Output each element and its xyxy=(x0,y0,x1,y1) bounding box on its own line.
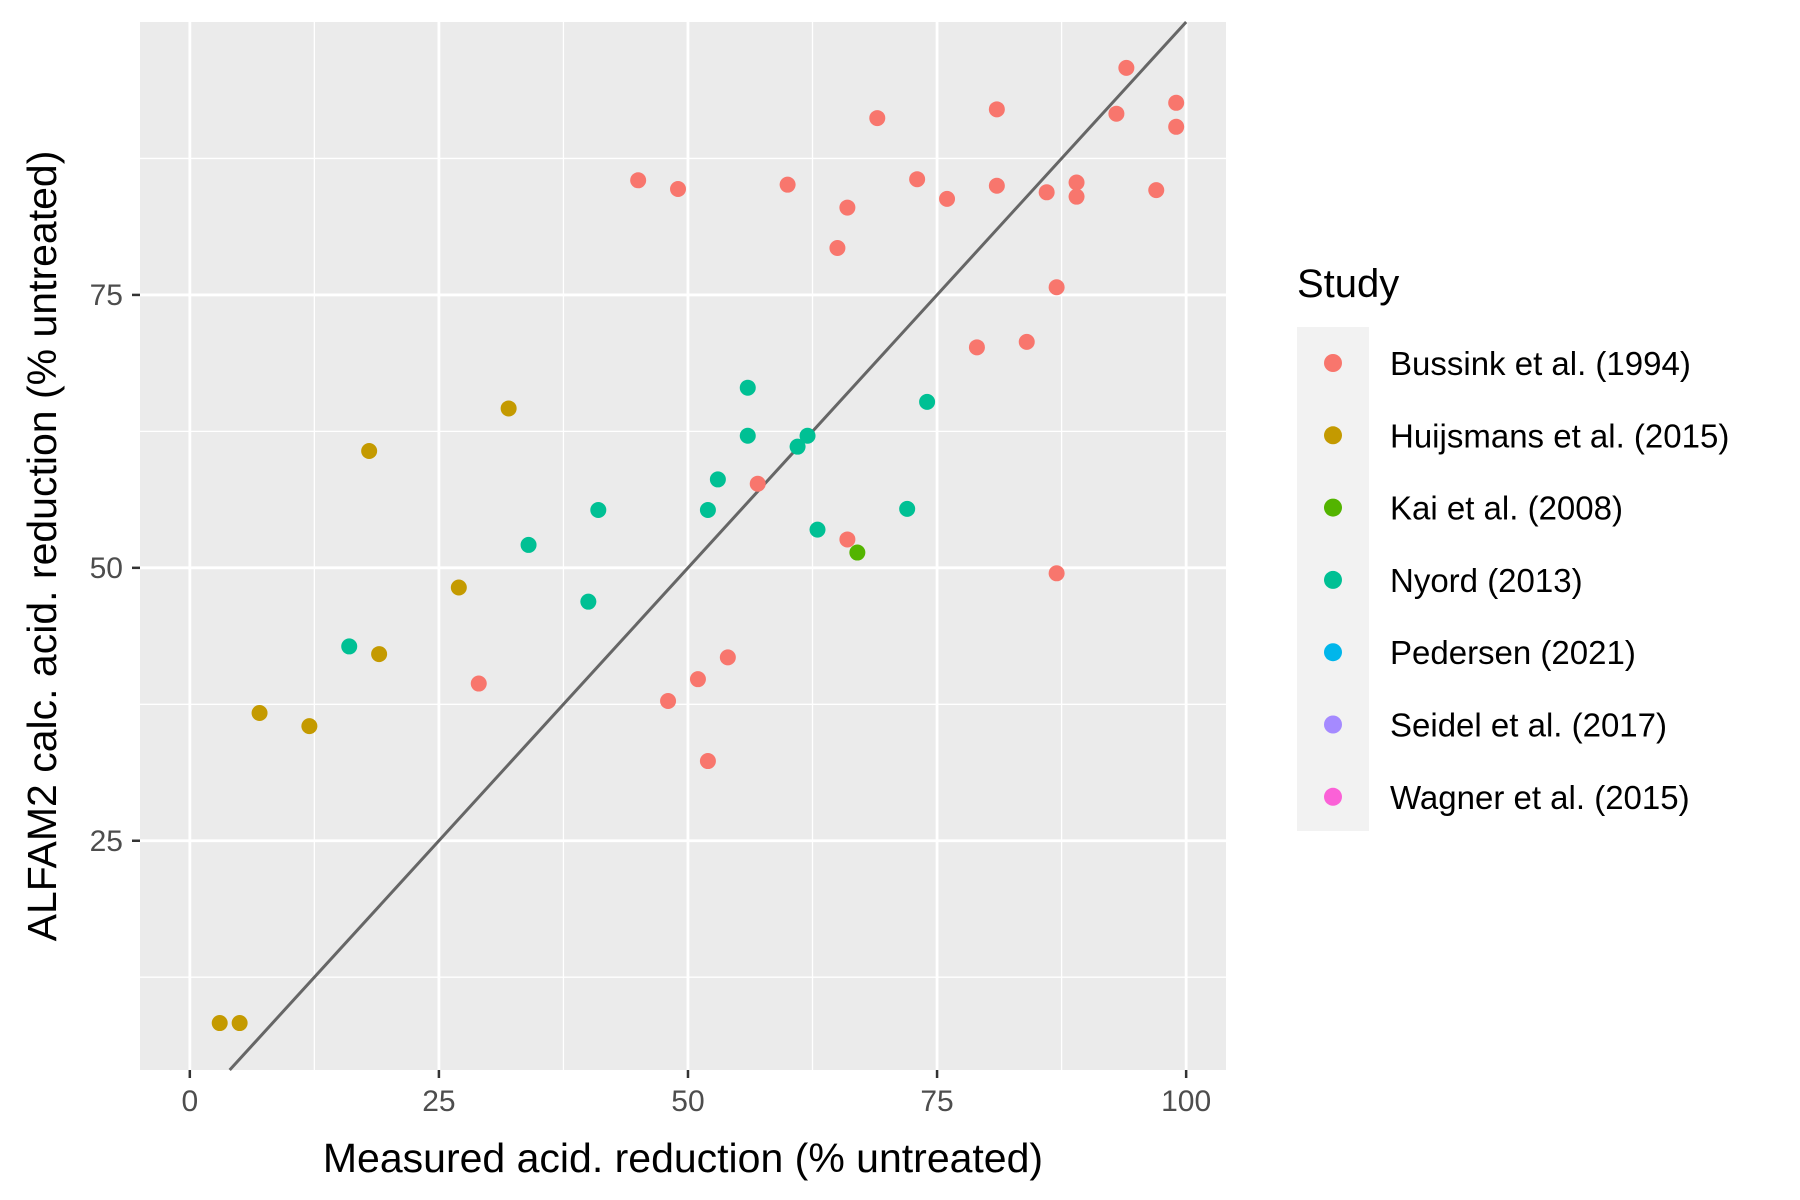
legend-label: Seidel et al. (2017) xyxy=(1390,707,1667,744)
legend-key xyxy=(1324,787,1342,806)
data-point xyxy=(709,471,726,488)
legend-item: Pedersen (2021) xyxy=(1324,634,1636,671)
reference-line xyxy=(228,20,1188,1072)
data-point xyxy=(1068,174,1085,191)
data-point xyxy=(699,753,716,770)
x-tick-label: 50 xyxy=(671,1085,704,1118)
axis-ticks xyxy=(132,293,1188,1078)
data-point xyxy=(809,521,826,538)
data-point xyxy=(341,638,358,655)
legend-item: Huijsmans et al. (2015) xyxy=(1324,417,1729,454)
data-point xyxy=(789,438,806,455)
data-point xyxy=(988,101,1005,118)
legend-key xyxy=(1324,643,1342,662)
data-point xyxy=(779,176,796,193)
data-point xyxy=(689,671,706,688)
data-point xyxy=(301,718,318,735)
data-point xyxy=(251,705,268,722)
legend-item: Nyord (2013) xyxy=(1324,562,1583,599)
data-point xyxy=(470,675,487,692)
data-point xyxy=(1018,333,1035,350)
data-point xyxy=(500,400,517,417)
data-point xyxy=(909,171,926,188)
legend-label: Nyord (2013) xyxy=(1390,562,1583,599)
data-point xyxy=(799,427,816,444)
data-point xyxy=(231,1015,248,1032)
y-axis-title: ALFAM2 calc. acid. reduction (% untreate… xyxy=(19,151,65,942)
data-point xyxy=(1048,565,1065,582)
legend-key xyxy=(1324,715,1342,734)
reference-line-layer xyxy=(228,20,1188,1072)
data-point xyxy=(829,239,846,256)
data-point xyxy=(211,1015,228,1032)
legend-label: Bussink et al. (1994) xyxy=(1390,345,1691,382)
data-point xyxy=(590,501,607,518)
data-point xyxy=(899,500,916,517)
data-point xyxy=(839,199,856,216)
plot-panel xyxy=(140,22,1226,1070)
data-point xyxy=(1038,184,1055,201)
data-point xyxy=(849,544,866,561)
data-point xyxy=(839,531,856,548)
data-point xyxy=(719,649,736,666)
data-point xyxy=(361,443,378,460)
data-point xyxy=(630,172,647,189)
data-point xyxy=(580,593,597,610)
data-point xyxy=(1108,105,1125,122)
data-point xyxy=(670,181,687,198)
legend-label: Pedersen (2021) xyxy=(1390,634,1636,671)
legend-item: Wagner et al. (2015) xyxy=(1324,779,1690,816)
data-point xyxy=(739,427,756,444)
data-point xyxy=(869,110,886,127)
minor-gridlines xyxy=(140,22,1226,1070)
legend-items: Bussink et al. (1994) Huijsmans et al. (2… xyxy=(1324,345,1729,816)
legend-key xyxy=(1324,426,1342,445)
x-tick-label: 25 xyxy=(422,1085,455,1118)
legend-key xyxy=(1324,354,1342,372)
data-points xyxy=(211,59,1185,1032)
data-point xyxy=(1168,94,1185,111)
data-point xyxy=(371,646,388,663)
data-point xyxy=(739,379,756,396)
data-point xyxy=(749,475,766,492)
data-point xyxy=(988,177,1005,194)
legend-key xyxy=(1324,570,1342,589)
legend-item: Seidel et al. (2017) xyxy=(1324,707,1667,744)
data-point xyxy=(1068,188,1085,205)
legend-item: Bussink et al. (1994) xyxy=(1324,345,1691,382)
axis-tick-labels: 0 25 50 75 100 25 50 75 xyxy=(90,279,1212,1118)
major-gridlines xyxy=(140,22,1226,1070)
x-tick-label: 75 xyxy=(920,1085,953,1118)
legend-title: Study xyxy=(1297,262,1399,306)
x-tick-label: 0 xyxy=(181,1085,198,1118)
y-tick-label: 50 xyxy=(90,552,123,585)
legend-label: Kai et al. (2008) xyxy=(1390,490,1623,527)
x-tick-label: 100 xyxy=(1161,1085,1211,1118)
data-point xyxy=(1168,118,1185,135)
data-point xyxy=(699,501,716,518)
y-tick-label: 25 xyxy=(90,825,123,858)
data-point xyxy=(939,190,956,207)
legend-label: Wagner et al. (2015) xyxy=(1390,779,1690,816)
data-point xyxy=(1148,182,1165,199)
data-point xyxy=(1118,59,1135,76)
x-axis-title: Measured acid. reduction (% untreated) xyxy=(323,1135,1043,1181)
data-point xyxy=(968,339,985,356)
data-point xyxy=(450,579,467,596)
data-point xyxy=(1048,279,1065,296)
data-point xyxy=(919,393,936,410)
legend: Study Bussink et al. (1994) Huijsmans et … xyxy=(1297,262,1729,831)
legend-key xyxy=(1324,498,1342,517)
y-tick-label: 75 xyxy=(90,279,123,312)
legend-label: Huijsmans et al. (2015) xyxy=(1390,417,1729,454)
data-point xyxy=(520,536,537,553)
legend-item: Kai et al. (2008) xyxy=(1324,490,1623,527)
data-point xyxy=(660,693,677,710)
